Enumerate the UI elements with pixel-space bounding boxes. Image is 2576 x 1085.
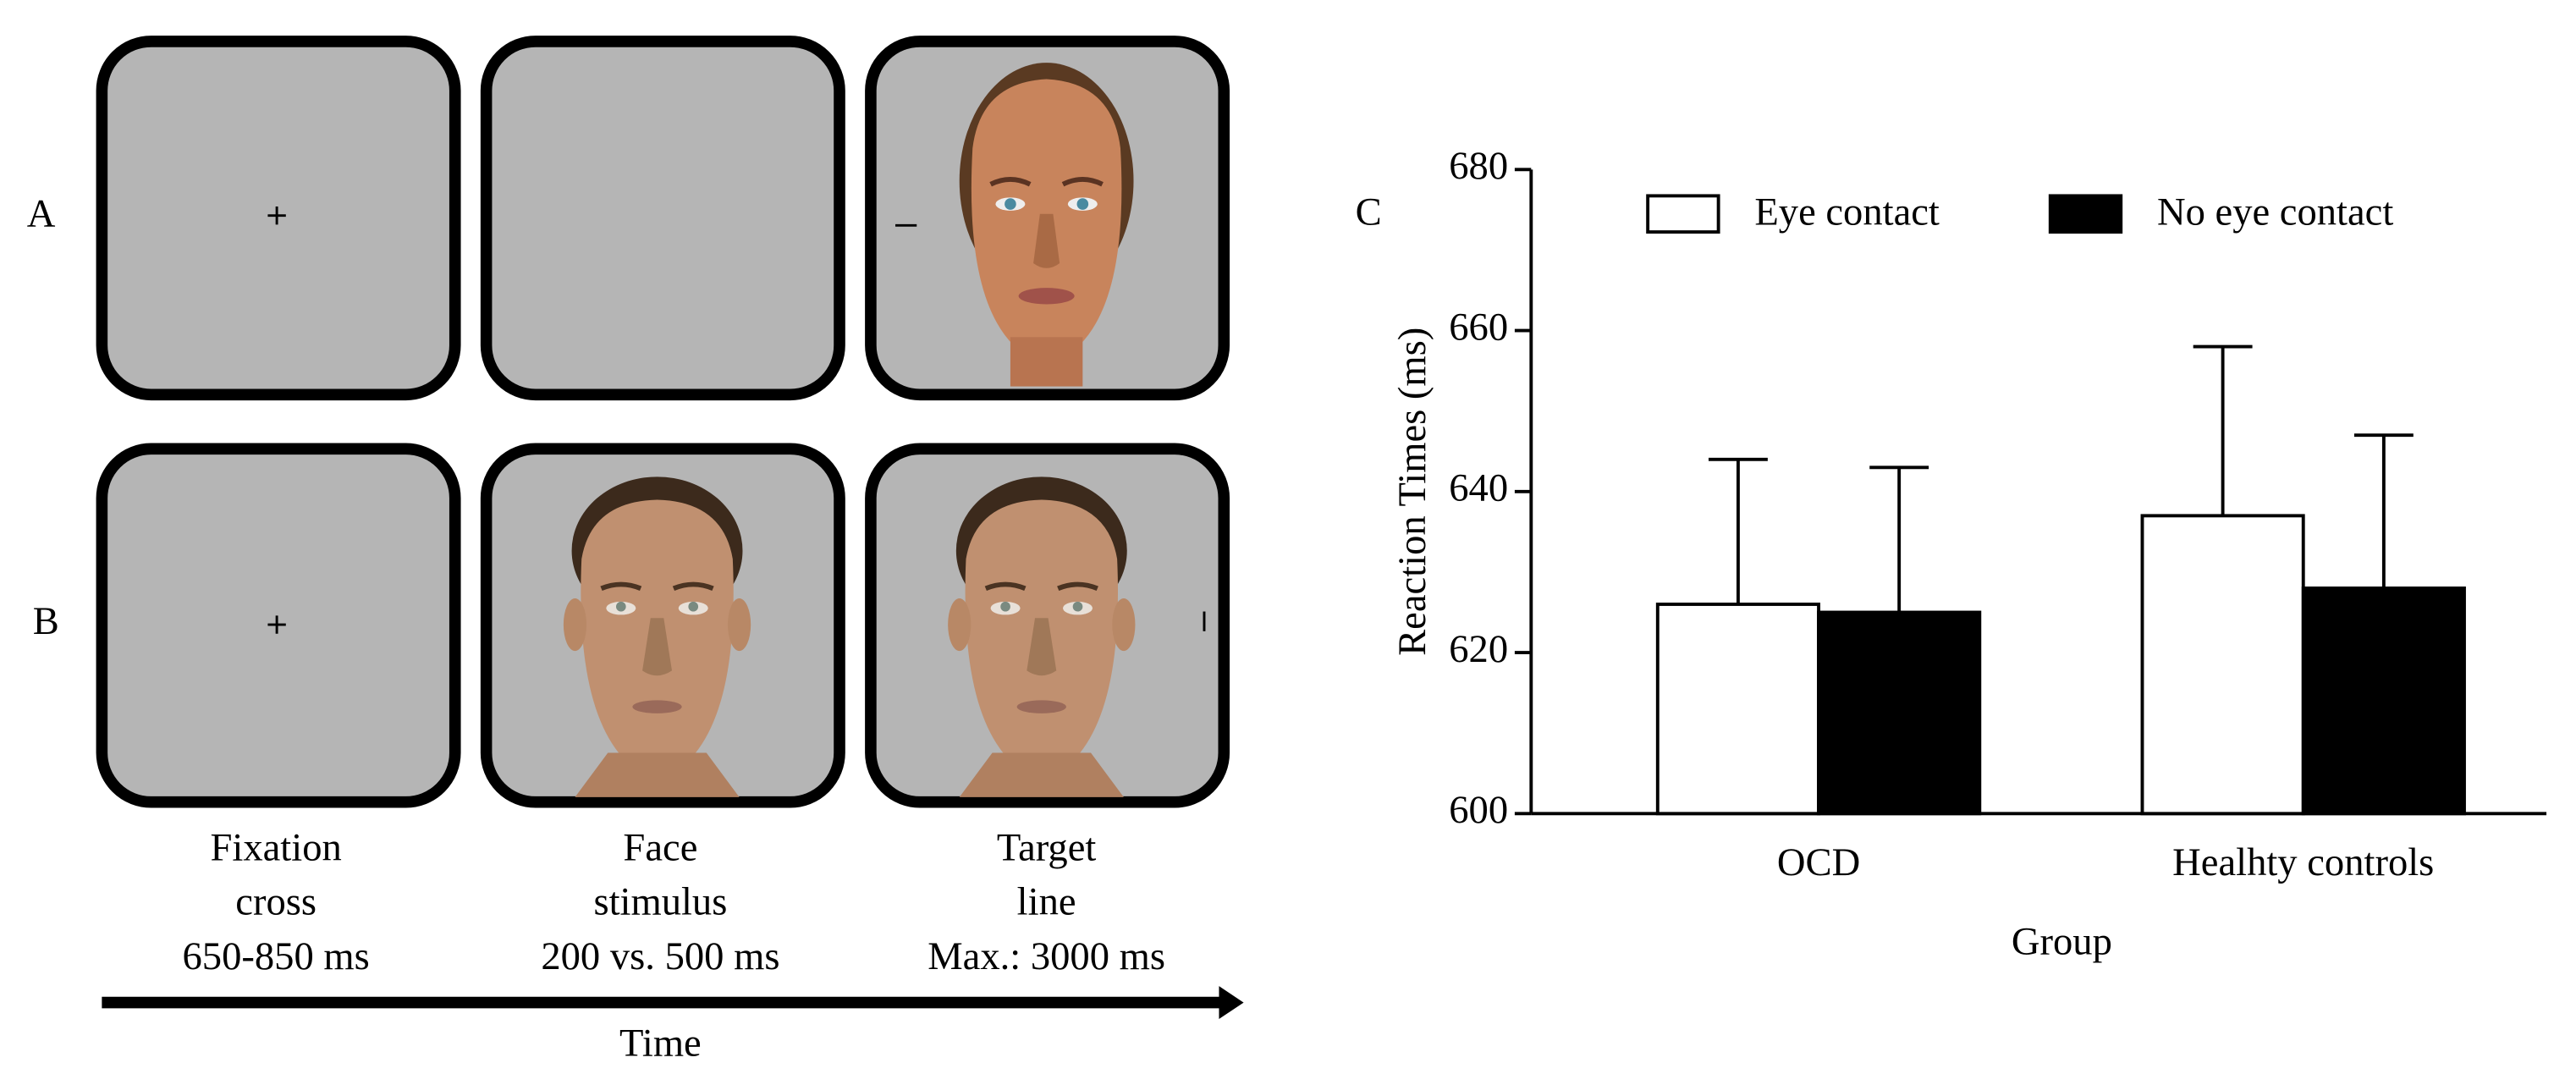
y-tick-label: 680 (1449, 144, 1508, 188)
stage-label: 650-850 ms (183, 934, 370, 978)
x-tick-label: Healhty controls (2172, 840, 2434, 884)
x-axis-label: Group (2012, 919, 2112, 963)
bar (1817, 610, 1982, 816)
stage-label: line (1017, 880, 1076, 924)
fixation-cross (267, 206, 286, 225)
bar (2301, 587, 2466, 816)
legend-swatch (1646, 194, 1720, 234)
y-tick-label: 660 (1449, 305, 1508, 349)
face-frame (480, 36, 845, 401)
legend-label: Eye contact (1754, 190, 1940, 234)
time-label: Time (619, 1022, 702, 1066)
panel-label: B (33, 599, 59, 643)
legend-label: No eye contact (2157, 190, 2393, 234)
x-tick-label: OCD (1777, 840, 1860, 884)
stage-label: 200 vs. 500 ms (541, 934, 779, 978)
panel-label: C (1356, 190, 1382, 234)
y-tick-label: 640 (1449, 466, 1508, 510)
stage-label: Max.: 3000 ms (927, 934, 1165, 978)
panel-label: A (27, 191, 56, 235)
stage-label: cross (235, 880, 316, 924)
y-tick-label: 600 (1449, 788, 1508, 832)
legend-swatch (2048, 194, 2123, 234)
y-axis-label: Reaction Times (ms) (1390, 328, 1434, 656)
bar-chart: C 600 620 640 660 680 Reaction Times (ms) Group… (1356, 144, 2547, 963)
stage-label: Face (623, 826, 697, 870)
bar (2140, 514, 2305, 816)
stage-label: Target (997, 826, 1097, 870)
arrow-head (1219, 986, 1244, 1019)
y-tick-label: 620 (1449, 627, 1508, 671)
bar (1655, 603, 1820, 816)
trial-panels: A B Time (27, 36, 1244, 1066)
fixation-frame (96, 36, 461, 401)
fixation-cross (267, 615, 286, 634)
stage-label: Fixation (211, 826, 342, 870)
stage-label: stimulus (593, 880, 727, 924)
